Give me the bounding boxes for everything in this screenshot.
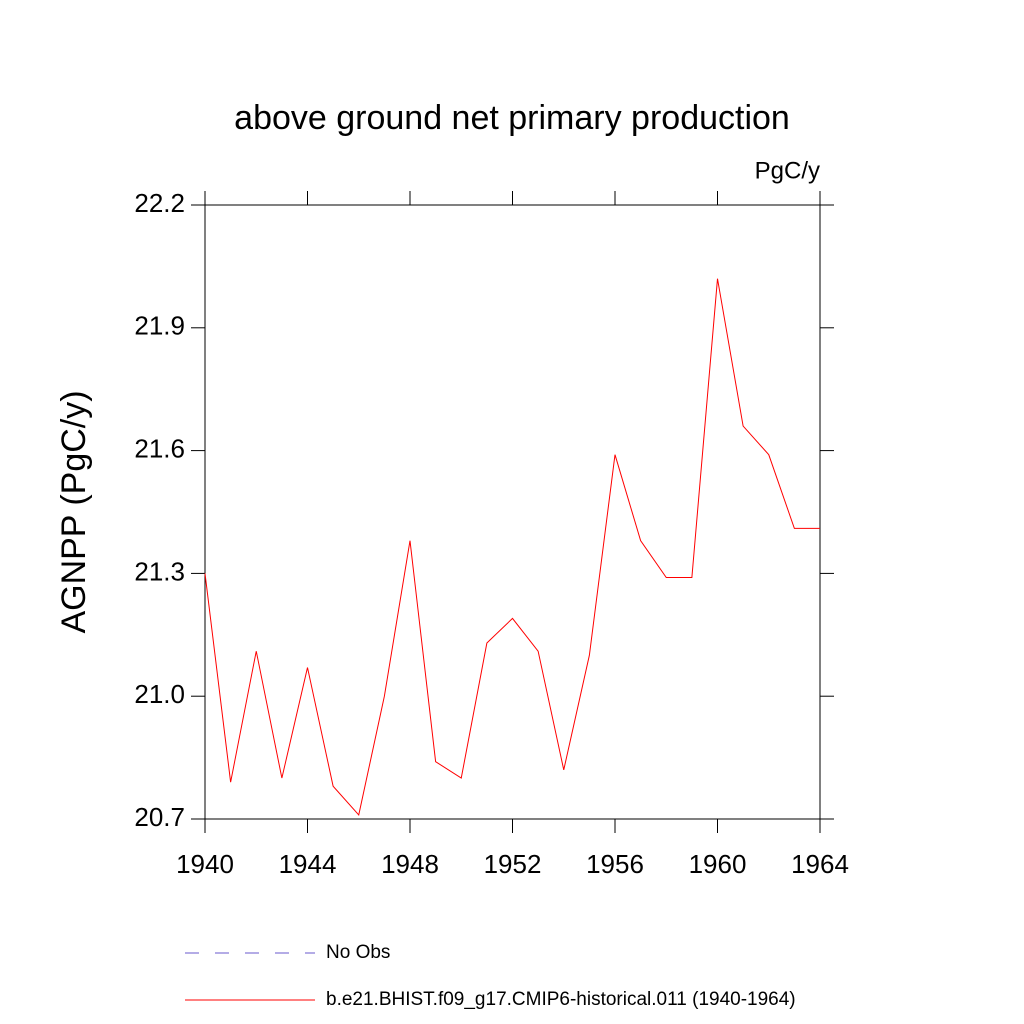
legend-label: No Obs — [326, 942, 390, 963]
x-tick-label: 1956 — [586, 849, 644, 879]
x-tick-label: 1948 — [381, 849, 439, 879]
legend-label: b.e21.BHIST.f09_g17.CMIP6-historical.011… — [326, 989, 796, 1010]
units-label: PgC/y — [755, 157, 820, 184]
plot-frame — [204, 204, 821, 820]
x-tick-label: 1964 — [791, 849, 849, 879]
x-tick-label: 1960 — [689, 849, 747, 879]
y-tick-label: 21.6 — [134, 433, 185, 463]
data-line — [204, 278, 820, 816]
x-tick-label: 1952 — [484, 849, 542, 879]
y-tick-label: 20.7 — [134, 802, 185, 832]
y-tick-label: 22.2 — [134, 188, 185, 218]
y-tick-label: 21.0 — [134, 679, 185, 709]
y-tick-label: 21.3 — [134, 556, 185, 586]
y-axis-label: AGNPP (PgC/y) — [55, 390, 93, 633]
x-tick-label: 1940 — [176, 849, 234, 879]
chart-title: above ground net primary production — [234, 99, 790, 137]
y-tick-label: 21.9 — [134, 311, 185, 341]
x-tick-label: 1944 — [279, 849, 337, 879]
